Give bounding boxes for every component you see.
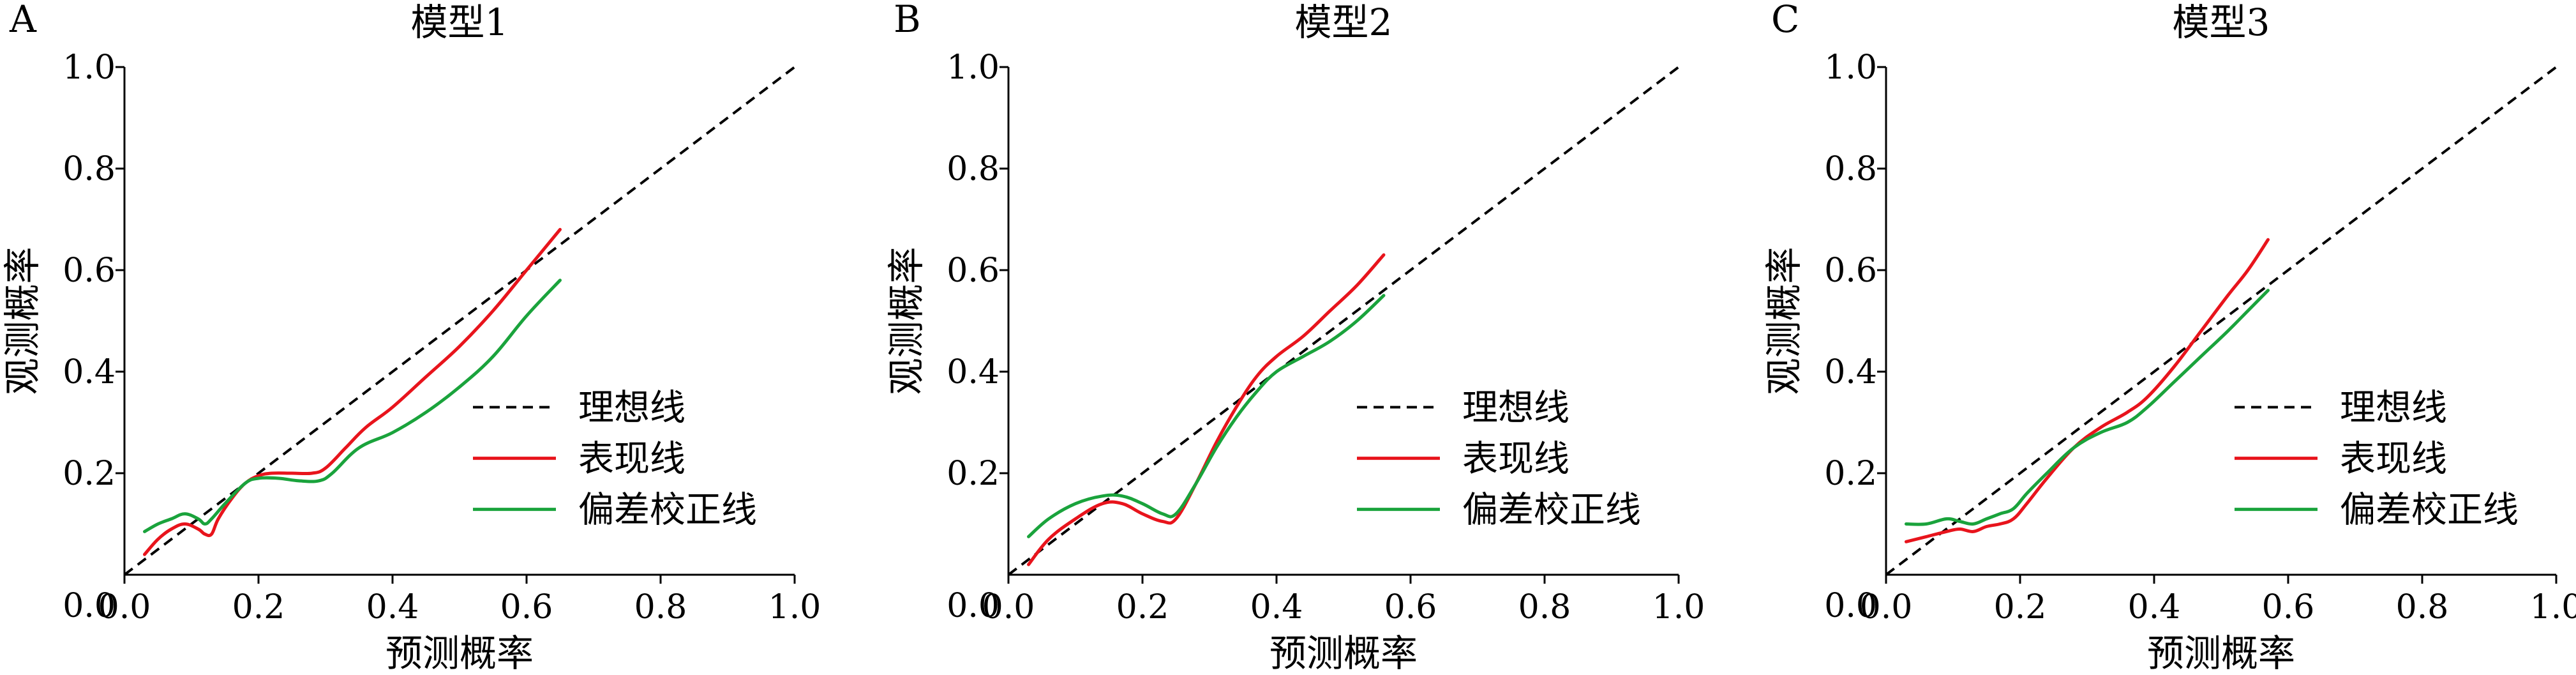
y-tick-label: 0.0 (947, 587, 1000, 625)
x-tick-label: 0.8 (2396, 588, 2449, 626)
y-tick-label: 0.6 (1824, 252, 1877, 290)
legend-label: 理想线 (1462, 388, 1569, 429)
panel-title: 模型2 (1295, 1, 1393, 44)
legend-label: 偏差校正线 (2340, 490, 2519, 531)
x-tick-label: 0.8 (1518, 588, 1571, 626)
y-tick-label: 0.2 (1824, 455, 1877, 493)
y-axis-title: 观测概率 (885, 246, 928, 395)
series-line-apparent (1905, 238, 2270, 543)
legend-label: 理想线 (578, 388, 685, 429)
panel-c: 0.0 0.2 0.4 0.6 0.8 1.0 0.0 0.2 0.4 0.6 0.8 1.0 C 模型3… (1762, 0, 2576, 675)
y-tick-label: 1.0 (947, 49, 1000, 87)
y-tick-label: 0.6 (947, 252, 1000, 290)
x-axis-title: 预测概率 (1269, 632, 1418, 675)
legend-label: 表现线 (1462, 439, 1569, 480)
x-tick-label: 0.2 (1994, 588, 2047, 626)
x-tick-label: 0.0 (982, 588, 1035, 626)
x-tick-label: 0.6 (2262, 588, 2315, 626)
x-tick-label: 0.4 (1250, 588, 1303, 626)
x-tick-label: 0.4 (366, 588, 419, 626)
x-tick-label: 0.2 (1116, 588, 1169, 626)
legend-label: 偏差校正线 (1462, 490, 1641, 531)
x-tick-label: 1.0 (1652, 588, 1705, 626)
x-tick-label: 0.8 (634, 588, 687, 626)
series-line-ideal (1007, 66, 1680, 576)
y-tick-label: 1.0 (63, 49, 116, 87)
x-axis-title: 预测概率 (2147, 632, 2295, 675)
x-axis-title: 预测概率 (386, 632, 534, 675)
x-tick-label: 0.0 (1860, 588, 1913, 626)
y-tick-label: 0.2 (63, 455, 116, 493)
y-axis-title: 观测概率 (1762, 246, 1806, 395)
legend-label: 偏差校正线 (578, 490, 757, 531)
y-tick-label: 0.8 (63, 150, 116, 188)
x-tick-label: 1.0 (768, 588, 821, 626)
series-line-bias-corrected (143, 278, 562, 533)
panel-letter: A (9, 0, 37, 41)
panel-b: 0.0 0.2 0.4 0.6 0.8 1.0 0.0 0.2 0.4 0.6 0.8 1.0 B 模型2… (885, 0, 1705, 675)
y-tick-label: 0.6 (63, 252, 116, 290)
panel-letter: C (1771, 0, 1799, 41)
y-tick-label: 0.0 (63, 587, 116, 625)
series-line-bias-corrected (1027, 294, 1386, 538)
x-tick-label: 0.2 (232, 588, 285, 626)
x-tick-label: 0.4 (2128, 588, 2181, 626)
panel-letter: B (894, 0, 921, 41)
legend-label: 表现线 (578, 439, 685, 480)
y-tick-label: 0.4 (947, 353, 1000, 391)
x-tick-label: 0.6 (1384, 588, 1437, 626)
x-tick-label: 0.6 (500, 588, 553, 626)
legend-label: 表现线 (2340, 439, 2447, 480)
panel-title: 模型3 (2173, 1, 2270, 44)
panel-title: 模型1 (411, 1, 509, 44)
legend-label: 理想线 (2340, 388, 2447, 429)
y-axis-title: 观测概率 (1, 246, 44, 395)
y-tick-label: 0.8 (1824, 150, 1877, 188)
y-tick-label: 0.8 (947, 150, 1000, 188)
x-tick-label: 1.0 (2530, 588, 2576, 626)
y-tick-label: 0.4 (1824, 353, 1877, 391)
y-tick-label: 1.0 (1824, 49, 1877, 87)
panel-a: 0.0 0.2 0.4 0.6 0.8 1.0 0.0 0.2 0.4 0.6 0.8 1.0 A 模型1… (1, 0, 821, 675)
y-tick-label: 0.2 (947, 455, 1000, 493)
x-tick-label: 0.0 (98, 588, 151, 626)
series-line-bias-corrected (1905, 289, 2270, 526)
y-tick-label: 0.0 (1824, 587, 1877, 625)
series-line-ideal (1885, 66, 2557, 576)
y-tick-label: 0.4 (63, 353, 116, 391)
series-line-apparent (143, 227, 562, 556)
